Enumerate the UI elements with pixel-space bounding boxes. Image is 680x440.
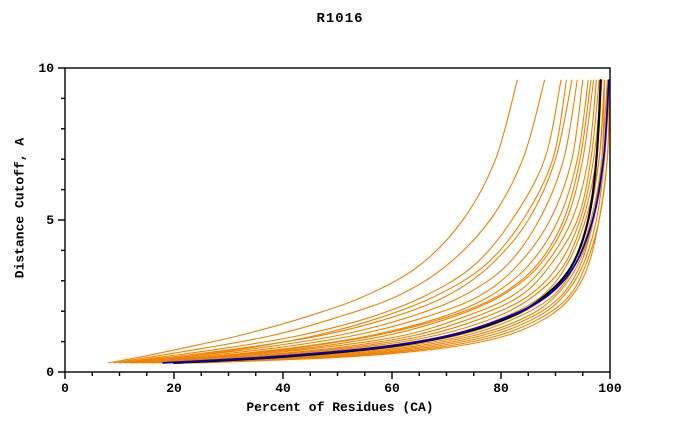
prediction-17 <box>184 79 608 364</box>
prediction-09 <box>140 79 597 364</box>
x-tick-label: 100 <box>598 381 622 396</box>
prediction-15 <box>173 79 606 364</box>
highlight-blue <box>162 79 610 364</box>
y-tick-label: 10 <box>38 61 54 76</box>
x-tick-label: 60 <box>384 381 400 396</box>
prediction-06 <box>129 79 584 364</box>
prediction-02 <box>113 79 546 364</box>
axis-tick-labels: 0 20 40 60 80 100 0 5 10 <box>38 61 622 396</box>
x-tick-label: 20 <box>166 381 182 396</box>
prediction-01 <box>108 79 518 364</box>
curves-group <box>108 79 611 364</box>
chart-title: R1016 <box>316 11 364 27</box>
prediction-10 <box>146 79 600 364</box>
prediction-18 <box>189 79 611 364</box>
prediction-22 <box>151 79 592 364</box>
y-tick-label: 0 <box>46 365 54 380</box>
y-tick-label: 5 <box>46 213 54 228</box>
prediction-19 <box>195 79 611 364</box>
x-tick-label: 40 <box>275 381 291 396</box>
x-tick-label: 80 <box>493 381 509 396</box>
prediction-12 <box>157 79 603 364</box>
prediction-04 <box>118 79 573 364</box>
x-axis-label: Percent of Residues (CA) <box>246 400 434 415</box>
prediction-03 <box>118 79 562 364</box>
prediction-11 <box>151 79 603 364</box>
prediction-07 <box>129 79 589 364</box>
axis-ticks <box>58 67 611 379</box>
y-axis-label: Distance Cutoff, A <box>12 137 28 279</box>
prediction-21 <box>135 79 567 364</box>
x-tick-label: 0 <box>61 381 69 396</box>
prediction-20 <box>200 79 611 364</box>
prediction-05 <box>124 79 578 364</box>
prediction-16 <box>178 79 608 364</box>
prediction-14 <box>168 79 606 364</box>
